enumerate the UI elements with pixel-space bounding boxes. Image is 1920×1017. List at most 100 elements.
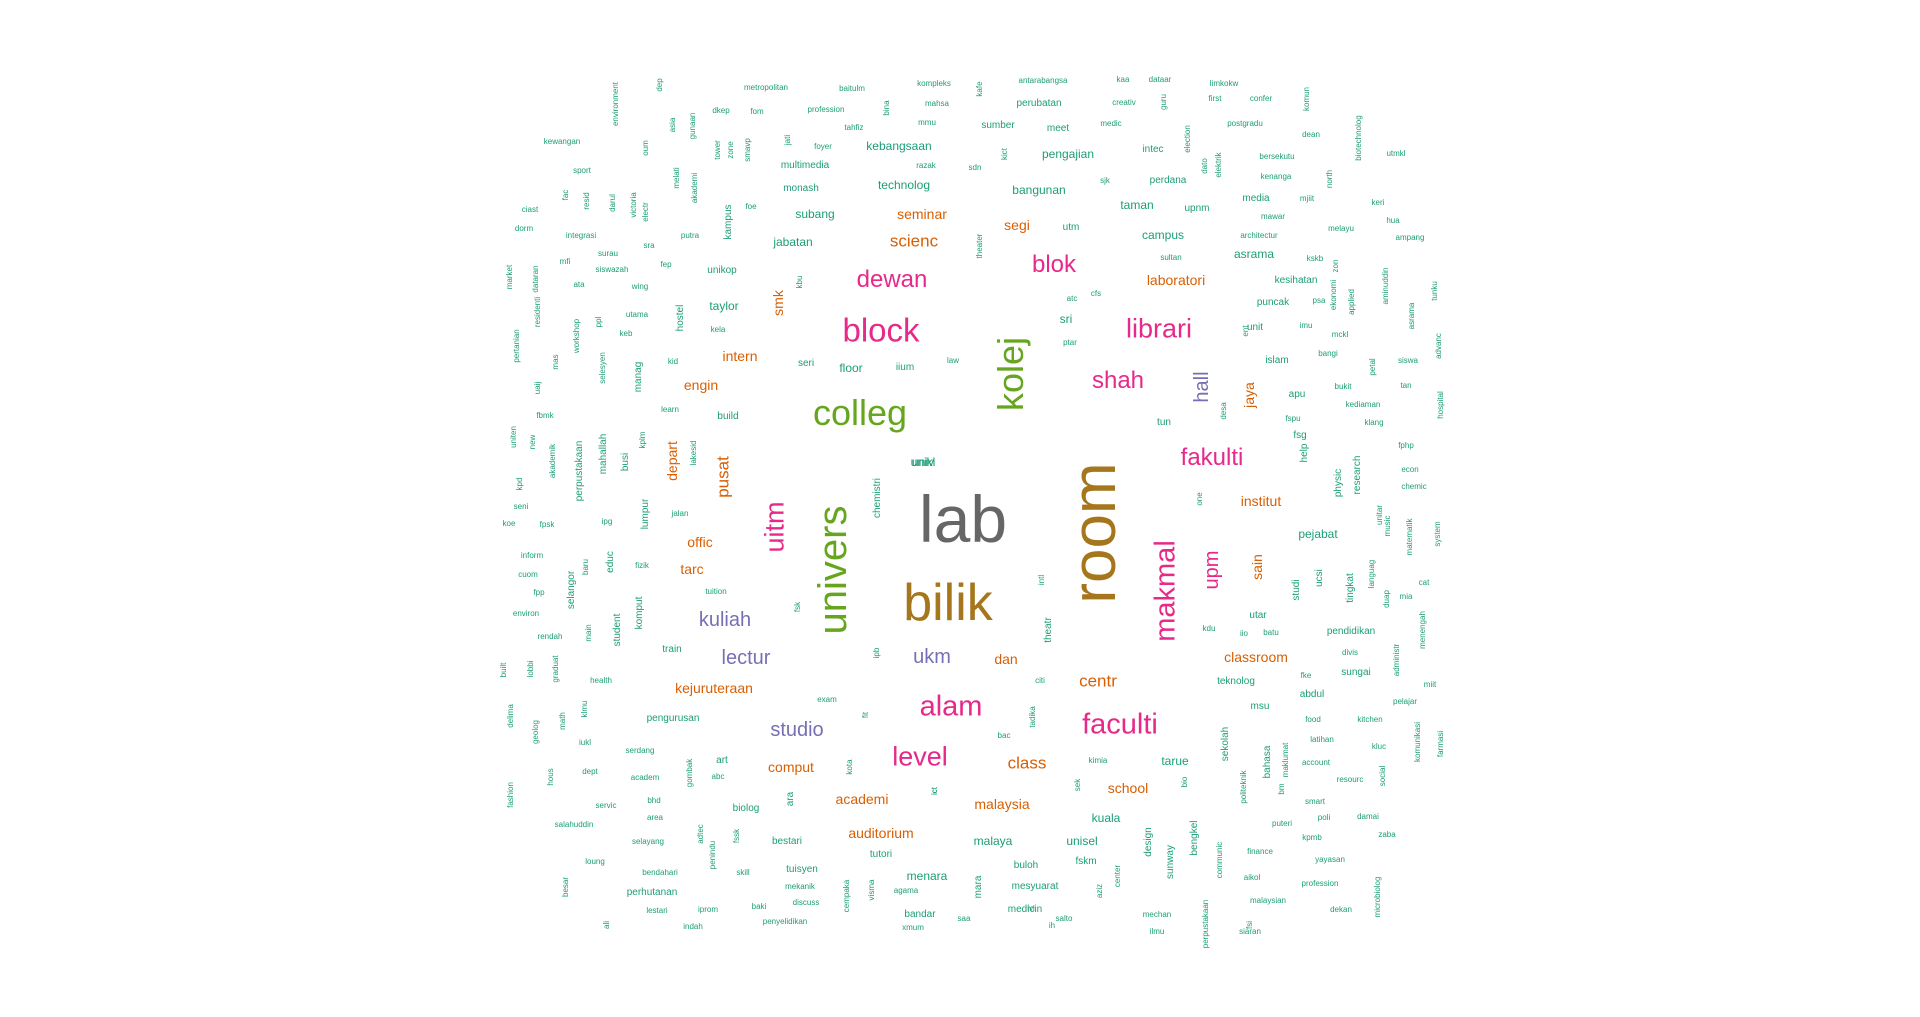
- word-advanc: advanc: [1434, 333, 1443, 359]
- word-selesyen: selesyen: [598, 352, 607, 384]
- word-lakesid: lakesid: [689, 440, 698, 466]
- word-malaysia: malaysia: [974, 796, 1030, 812]
- word-iprom: iprom: [697, 905, 719, 914]
- word-jabatan: jabatan: [773, 235, 813, 249]
- word-environment: environment: [611, 81, 620, 127]
- word-atc: atc: [1066, 294, 1078, 303]
- word-islam: islam: [1265, 355, 1289, 366]
- word-serdang: serdang: [625, 746, 655, 755]
- word-administr: administr: [1392, 643, 1401, 677]
- word-econ: econ: [1401, 465, 1419, 474]
- word-akademik: akademik: [548, 443, 557, 479]
- word-profession2: profession: [1301, 879, 1339, 888]
- word-food: food: [1305, 715, 1321, 724]
- word-perubatan: perubatan: [1016, 98, 1062, 109]
- word-research: research: [1352, 455, 1363, 495]
- word-jati: jati: [783, 134, 792, 146]
- word-mia: mia: [1399, 592, 1413, 601]
- word-komput: komput: [634, 596, 645, 630]
- word-melayu: melayu: [1328, 224, 1354, 233]
- word-sultan: sultan: [1160, 253, 1182, 262]
- word-msu: msu: [1250, 701, 1270, 712]
- word-sain: sain: [1249, 554, 1265, 580]
- word-kdu: kdu: [1202, 624, 1216, 633]
- word-ata: ata: [573, 280, 585, 289]
- word-residenti: residenti: [533, 296, 542, 328]
- word-uaij: uaij: [533, 381, 542, 395]
- word-math: math: [558, 712, 567, 730]
- word-applied: applied: [1347, 289, 1356, 315]
- word-intec: intec: [1142, 144, 1164, 155]
- word-tower: tower: [713, 140, 722, 160]
- word-agama: agama: [893, 886, 919, 895]
- word-studio: studio: [770, 719, 824, 741]
- word-perpustakaan2: perpustakaan: [1201, 899, 1210, 949]
- word-area: area: [646, 813, 664, 822]
- word-bina: bina: [882, 100, 891, 116]
- word-pengurusan: pengurusan: [646, 713, 700, 724]
- word-utm: utm: [1062, 222, 1080, 233]
- word-melati: melati: [672, 167, 681, 189]
- word-dep: dep: [655, 78, 664, 92]
- word-north: north: [1325, 169, 1334, 189]
- word-latihan: latihan: [1310, 735, 1334, 744]
- word-colleg: colleg: [812, 392, 908, 433]
- word-besar: besar: [561, 876, 570, 898]
- word-victoria: victoria: [629, 192, 638, 218]
- word-bestari: bestari: [771, 836, 803, 847]
- word-tarc: tarc: [680, 561, 704, 577]
- word-block: block: [842, 311, 920, 349]
- word-uniten: uniten: [509, 426, 518, 448]
- word-bersekutu: bersekutu: [1259, 152, 1295, 161]
- word-biolog: biolog: [732, 803, 760, 814]
- word-offic: offic: [687, 534, 713, 550]
- word-discuss: discuss: [792, 898, 820, 907]
- word-oum: oum: [641, 140, 650, 156]
- word-kota: kota: [845, 759, 854, 775]
- word-system: system: [1433, 521, 1442, 547]
- word-kbu: kbu: [795, 275, 804, 289]
- word-apu: apu: [1288, 389, 1306, 400]
- word-chemistri: chemistri: [872, 477, 883, 519]
- word-fsk: fsk: [793, 601, 802, 613]
- word-dean: dean: [1302, 130, 1320, 139]
- word-communic: communic: [1215, 841, 1224, 879]
- word-bangunan: bangunan: [1012, 183, 1066, 197]
- word-mawar: mawar: [1260, 212, 1286, 221]
- word-lobbi: lobbi: [526, 660, 535, 678]
- word-faculti: faculti: [1082, 708, 1158, 741]
- word-sungai: sungai: [1341, 667, 1371, 678]
- word-creativ: creativ: [1112, 98, 1136, 107]
- word-darul: darul: [608, 194, 617, 212]
- word-languag: languag: [1367, 559, 1376, 589]
- word-class: class: [1007, 753, 1047, 773]
- word-keri: keri: [1371, 198, 1385, 207]
- word-desa: desa: [1219, 402, 1228, 420]
- word-saa: saa: [957, 914, 971, 923]
- word-integrasi: integrasi: [565, 231, 597, 240]
- word-baru: baru: [581, 558, 590, 576]
- word-salahuddin: salahuddin: [554, 820, 594, 829]
- word-lestari: lestari: [646, 906, 668, 915]
- word-penindu: penindu: [708, 840, 717, 870]
- word-cempaka: cempaka: [842, 879, 851, 913]
- word-gombak: gombak: [685, 758, 694, 788]
- word-imu: imu: [1299, 321, 1313, 330]
- word-kewangan: kewangan: [543, 137, 581, 146]
- word-microbiolog: microbiolog: [1373, 876, 1382, 918]
- word-guru: guru: [1159, 93, 1168, 111]
- word-music: music: [1383, 515, 1392, 537]
- word-univ: univ: [911, 455, 935, 469]
- word-unikop: unikop: [707, 265, 737, 276]
- word-sdn: sdn: [968, 163, 982, 172]
- word-sra: sra: [643, 241, 655, 250]
- word-kimia: kimia: [1088, 756, 1108, 765]
- word-smavp: smavp: [743, 138, 752, 162]
- word-hua: hua: [1386, 216, 1400, 225]
- word-inform: inform: [520, 551, 544, 560]
- word-pertanian: pertanian: [512, 329, 521, 363]
- word-geolog: geolog: [531, 719, 540, 745]
- word-dkep: dkep: [712, 106, 730, 115]
- word-built: built: [499, 662, 508, 678]
- word-limkokw: limkokw: [1209, 79, 1239, 88]
